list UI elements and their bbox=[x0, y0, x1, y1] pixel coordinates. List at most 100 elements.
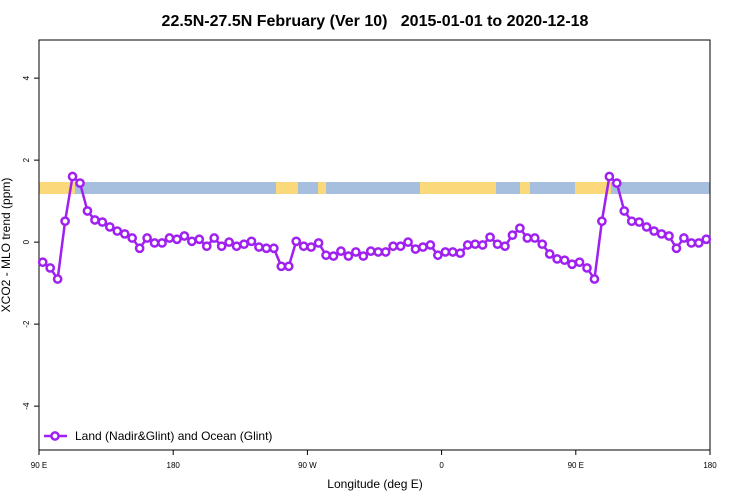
data-point bbox=[529, 233, 540, 243]
data-point bbox=[395, 241, 406, 252]
x-tick-label: 180 bbox=[703, 461, 717, 470]
data-point bbox=[686, 238, 697, 248]
data-point bbox=[336, 246, 346, 256]
data-point bbox=[604, 171, 615, 182]
data-point bbox=[522, 233, 533, 243]
x-tick-label: 90 E bbox=[568, 461, 584, 470]
data-point bbox=[641, 222, 652, 232]
x-tick-label: 180 bbox=[167, 461, 181, 470]
data-point bbox=[552, 254, 563, 264]
data-point bbox=[567, 259, 577, 270]
land-band bbox=[276, 182, 298, 194]
surface-band bbox=[39, 182, 710, 194]
data-point bbox=[157, 238, 167, 248]
data-point bbox=[589, 274, 600, 284]
legend-marker bbox=[50, 431, 60, 441]
data-point bbox=[142, 233, 152, 243]
plot-frame bbox=[38, 39, 711, 451]
data-point bbox=[52, 274, 63, 284]
legend-label: Land (Nadir&Glint) and Ocean (Glint) bbox=[75, 429, 272, 443]
y-tick-label: 0 bbox=[22, 239, 31, 244]
land-band bbox=[575, 182, 611, 194]
data-point bbox=[261, 243, 272, 254]
data-point bbox=[269, 243, 279, 254]
data-point bbox=[134, 243, 145, 254]
data-point bbox=[433, 250, 443, 261]
data-point bbox=[276, 261, 287, 272]
data-point bbox=[455, 248, 466, 259]
data-point bbox=[246, 236, 257, 247]
data-point bbox=[298, 241, 309, 252]
data-point bbox=[425, 240, 436, 250]
y-tick-label: 2 bbox=[22, 157, 31, 162]
data-point bbox=[283, 261, 294, 272]
x-axis-label: Longitude (deg E) bbox=[327, 477, 422, 491]
data-point bbox=[164, 233, 175, 243]
land-band bbox=[520, 182, 530, 194]
data-point bbox=[209, 233, 220, 243]
data-point bbox=[403, 237, 413, 247]
data-point bbox=[559, 255, 570, 266]
data-point bbox=[119, 229, 130, 239]
chart-title: 22.5N-27.5N February (Ver 10) 2015-01-01… bbox=[162, 13, 589, 30]
y-tick-label: 4 bbox=[22, 75, 31, 80]
data-point bbox=[60, 216, 70, 227]
data-point bbox=[664, 231, 674, 241]
data-point bbox=[343, 251, 354, 261]
data-point bbox=[537, 239, 548, 250]
data-point bbox=[365, 246, 376, 256]
data-point bbox=[619, 206, 630, 216]
ocean-band bbox=[39, 182, 710, 194]
data-point bbox=[440, 247, 451, 257]
data-point bbox=[90, 215, 100, 225]
data-point bbox=[447, 247, 458, 257]
data-point bbox=[671, 243, 682, 254]
data-point bbox=[515, 223, 525, 234]
data-point bbox=[693, 238, 704, 248]
data-point bbox=[380, 247, 391, 257]
data-point bbox=[112, 226, 123, 236]
data-point bbox=[597, 216, 607, 227]
data-point bbox=[216, 241, 227, 252]
x-tick-label: 90 E bbox=[31, 461, 47, 470]
data-point bbox=[328, 251, 339, 261]
data-point bbox=[194, 234, 205, 245]
data-point bbox=[701, 234, 712, 245]
data-point bbox=[67, 171, 78, 182]
data-point bbox=[179, 231, 190, 241]
land-band bbox=[420, 182, 496, 194]
data-point bbox=[306, 242, 316, 252]
data-point bbox=[313, 238, 324, 248]
data-point bbox=[97, 217, 108, 227]
data-point bbox=[231, 241, 242, 252]
data-point bbox=[291, 236, 302, 247]
y-axis-label: XCO2 - MLO trend (ppm) bbox=[0, 178, 13, 313]
data-point bbox=[582, 263, 592, 273]
x-tick-label: 0 bbox=[439, 461, 444, 470]
data-point bbox=[649, 226, 659, 236]
data-point bbox=[656, 229, 667, 239]
data-point bbox=[127, 233, 138, 243]
data-point bbox=[485, 232, 495, 243]
data-point bbox=[172, 234, 182, 245]
y-tick-label: -2 bbox=[22, 320, 31, 328]
data-point bbox=[477, 240, 488, 250]
land-band bbox=[318, 182, 326, 194]
data-point bbox=[500, 241, 510, 252]
y-tick-label: -4 bbox=[22, 402, 31, 410]
data-point bbox=[626, 216, 637, 227]
x-tick-label: 90 W bbox=[298, 461, 317, 470]
data-point bbox=[224, 237, 234, 247]
data-point bbox=[492, 239, 503, 250]
data-point bbox=[410, 244, 421, 254]
data-point bbox=[82, 206, 93, 216]
data-point bbox=[507, 230, 518, 241]
data-point bbox=[351, 247, 361, 257]
data-point bbox=[186, 236, 197, 247]
data-point bbox=[462, 240, 473, 250]
data-point bbox=[470, 239, 480, 250]
data-point bbox=[544, 249, 555, 259]
data-point bbox=[611, 178, 622, 188]
data-point bbox=[679, 233, 689, 243]
